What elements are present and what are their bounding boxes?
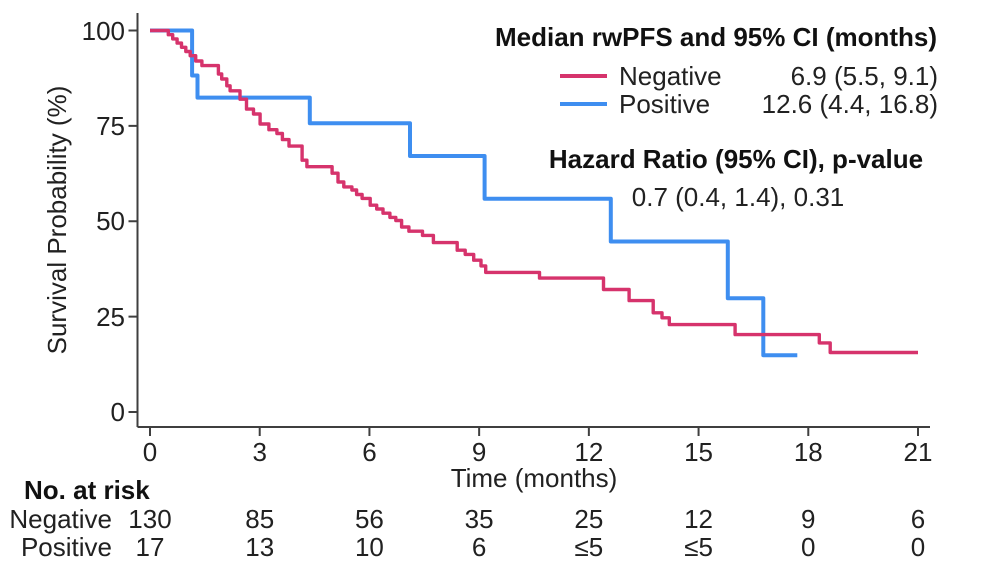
legend-value-positive: 12.6 (4.4, 16.8) xyxy=(761,89,938,119)
risk-count: 35 xyxy=(464,504,494,534)
risk-count: 130 xyxy=(128,504,172,534)
risk-count: 9 xyxy=(801,504,816,534)
x-tick-label: 3 xyxy=(252,437,267,467)
legend-label-positive: Positive xyxy=(619,89,711,119)
risk-count: 0 xyxy=(801,532,816,562)
risk-count: 6 xyxy=(471,532,487,562)
legend-title: Median rwPFS and 95% CI (months) xyxy=(494,22,938,52)
risk-count: 10 xyxy=(354,532,384,562)
risk-count: 12 xyxy=(684,504,714,534)
legend-row-positive: Positive 12.6 (4.4, 16.8) xyxy=(560,90,938,118)
x-tick-label: 6 xyxy=(362,437,377,467)
risk-count: ≤5 xyxy=(574,532,604,562)
y-tick-label: 50 xyxy=(96,206,125,237)
risk-count: 6 xyxy=(910,504,926,534)
positive-survival-curve xyxy=(150,28,798,358)
positive-line-swatch xyxy=(560,102,607,106)
risk-row-label-positive: Positive xyxy=(20,532,112,562)
negative-line-swatch xyxy=(560,74,607,78)
x-tick-label: 9 xyxy=(471,437,487,467)
x-axis-title: Time (months) xyxy=(450,463,618,493)
risk-count: 85 xyxy=(245,504,275,534)
risk-count: 56 xyxy=(354,504,384,534)
x-tick-label: 18 xyxy=(793,437,823,467)
risk-count: ≤5 xyxy=(684,532,713,562)
risk-count: 0 xyxy=(910,532,926,562)
risk-count: 13 xyxy=(245,532,275,562)
axis-layer xyxy=(128,13,930,436)
y-tick-label: 100 xyxy=(81,15,125,46)
legend-row-negative: Negative 6.9 (5.5, 9.1) xyxy=(560,62,938,90)
risk-table-title: No. at risk xyxy=(24,475,150,505)
y-tick-label: 25 xyxy=(96,301,125,332)
y-tick-label: 75 xyxy=(96,110,125,141)
x-tick-label: 12 xyxy=(574,437,604,467)
risk-count: 25 xyxy=(574,504,604,534)
risk-row-label-negative: Negative xyxy=(9,504,112,534)
x-tick-label: 15 xyxy=(684,437,714,467)
x-tick-label: 21 xyxy=(903,437,933,467)
negative-survival-curve xyxy=(150,28,918,355)
hazard-ratio-title: Hazard Ratio (95% CI), p-value xyxy=(548,144,924,174)
risk-count: 17 xyxy=(135,532,165,562)
legend-label-negative: Negative xyxy=(619,61,722,91)
y-tick-label: 0 xyxy=(110,397,125,427)
x-tick-label: 0 xyxy=(142,437,158,467)
legend-value-negative: 6.9 (5.5, 9.1) xyxy=(790,61,938,91)
hazard-ratio-value: 0.7 (0.4, 1.4), 0.31 xyxy=(631,182,845,212)
